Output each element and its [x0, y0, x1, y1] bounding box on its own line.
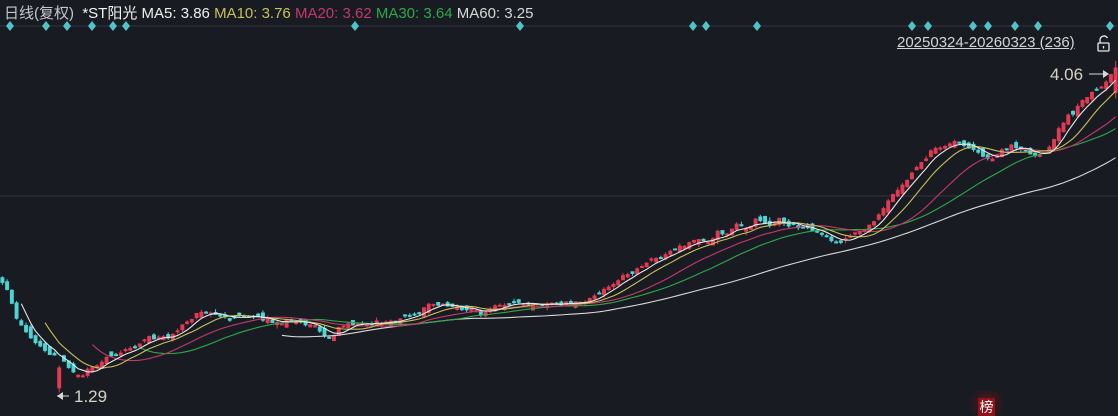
svg-text:1.29: 1.29	[74, 387, 107, 406]
svg-text:榜: 榜	[980, 399, 994, 415]
svg-text:4.06: 4.06	[1050, 65, 1083, 84]
